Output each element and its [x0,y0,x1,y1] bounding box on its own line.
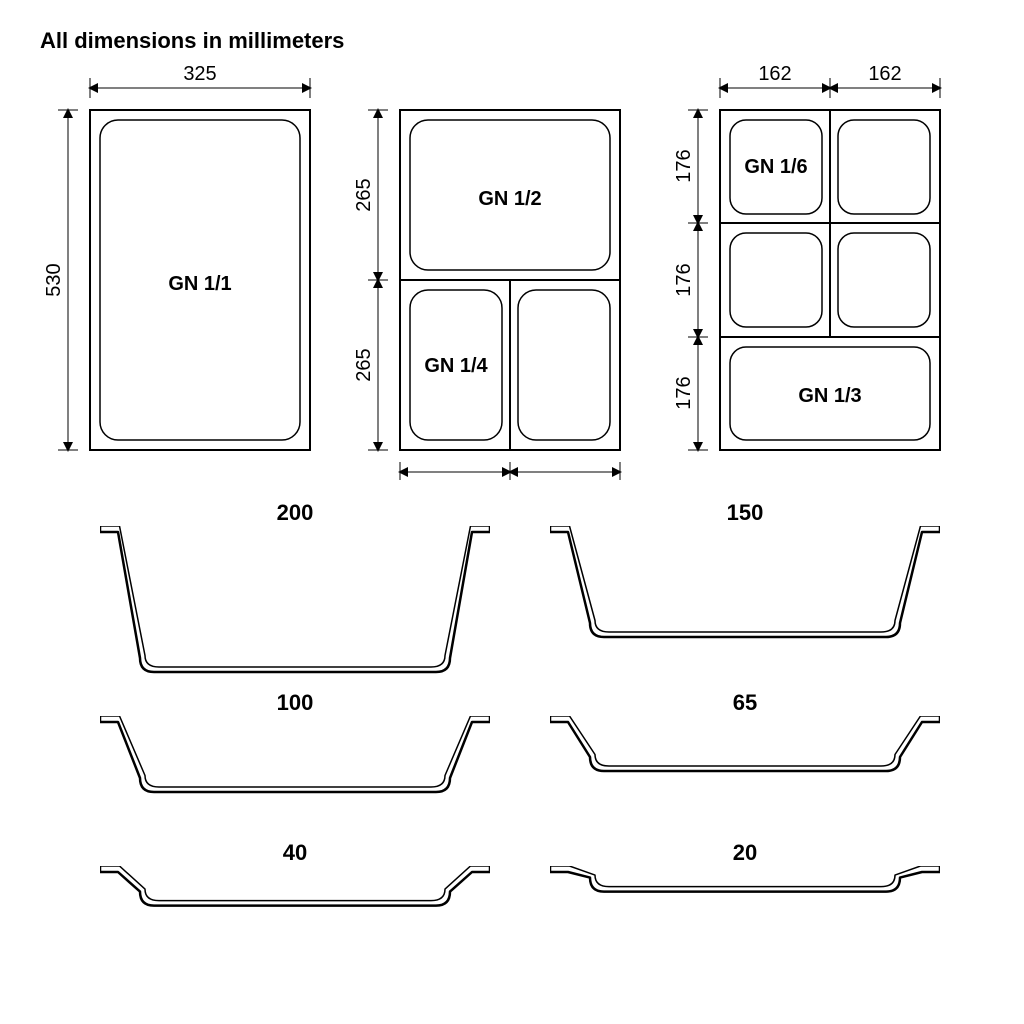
depth-label: 100 [100,690,490,716]
dim-gn12-h2: 265 [353,280,388,450]
diagram-gn-1-2: GN 1/2 GN 1/4 265 265 162 162 [353,110,620,480]
dim-gn12-h1: 265 [353,110,388,280]
depth-label: 40 [100,840,490,866]
dim-gn16-w1-label: 162 [758,63,791,85]
dim-gn16-w2-label: 162 [868,63,901,85]
gn13-label: GN 1/3 [798,385,861,407]
diagram-gn-1-6-1-3: GN 1/6 GN 1/3 162 162 176 176 176 [673,63,940,450]
depth-label: 65 [550,690,940,716]
pan-cross-section [100,866,490,920]
gn12-label: GN 1/2 [478,188,541,210]
dim-gn16-h3-label: 176 [673,376,695,409]
depth-profile-65: 65 [550,690,940,785]
depth-label: 150 [550,500,940,526]
dim-gn14-w: 162 162 [400,462,620,480]
depth-label: 20 [550,840,940,866]
pan-cross-section [100,716,490,806]
page-title: All dimensions in millimeters [40,28,344,54]
dim-gn12-h1-label: 265 [353,178,375,211]
depth-profile-200: 200 [100,500,490,686]
dim-gn16-h: 176 176 176 [673,110,708,450]
dim-gn11-height: 530 [43,110,78,450]
dim-gn11-width: 325 [90,63,310,98]
dim-gn16-h2-label: 176 [673,263,695,296]
gn11-label: GN 1/1 [168,273,231,295]
dim-gn11-height-label: 530 [43,263,65,296]
dim-gn11-width-label: 325 [183,63,216,85]
dim-gn16-w: 162 162 [720,63,940,98]
gn16-label: GN 1/6 [744,156,807,178]
pan-cross-section [100,526,490,686]
depth-label: 200 [100,500,490,526]
depth-profile-150: 150 [550,500,940,651]
pan-cross-section [550,866,940,906]
diagram-gn-1-1: GN 1/1 325 530 [43,63,310,450]
pan-cross-section [550,526,940,651]
pan-cross-section [550,716,940,785]
top-diagrams: GN 1/1 325 530 GN 1/2 GN 1/4 [0,60,1024,480]
depth-profile-100: 100 [100,690,490,806]
dim-gn12-h2-label: 265 [353,348,375,381]
depth-profile-20: 20 [550,840,940,906]
gn14-label: GN 1/4 [424,355,488,377]
depth-profile-40: 40 [100,840,490,920]
dim-gn16-h1-label: 176 [673,149,695,182]
